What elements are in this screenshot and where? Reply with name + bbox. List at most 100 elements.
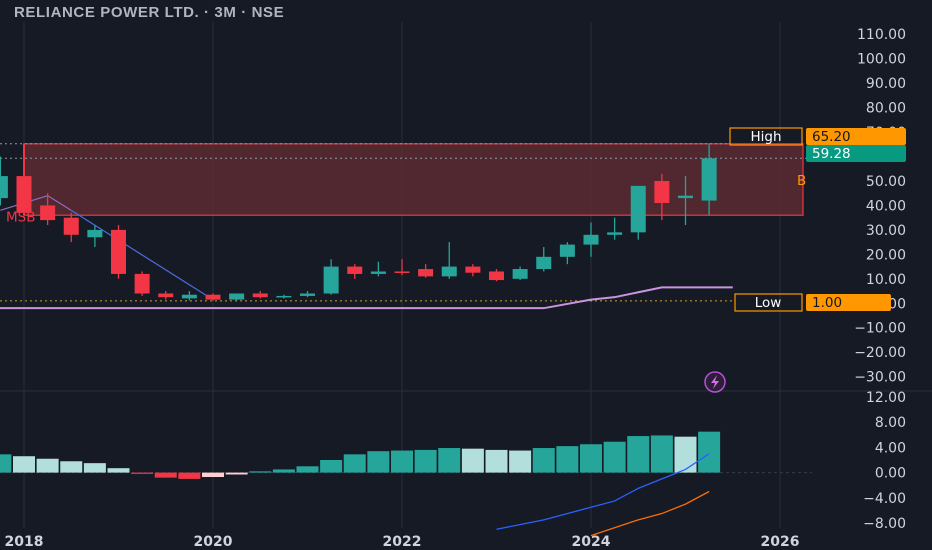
osc-bar <box>225 472 248 475</box>
y-tick-label: 100.00 <box>857 52 906 68</box>
high-label-box <box>729 127 803 146</box>
osc-bar <box>131 472 154 474</box>
candle-body <box>489 271 504 281</box>
x-tick-label: 2022 <box>383 534 422 550</box>
candle-body <box>654 180 670 203</box>
osc-y-tick-label: 12.00 <box>866 390 906 406</box>
candle-body <box>205 294 221 300</box>
candle-body <box>512 269 528 279</box>
candle-body <box>87 229 103 238</box>
low-label-box <box>734 293 803 312</box>
candle-body <box>300 293 315 296</box>
high-value: 65.20 <box>812 129 851 145</box>
marker-label: B <box>797 173 806 189</box>
y-tick-label: 20.00 <box>866 247 906 263</box>
candle-body <box>678 195 693 199</box>
candle-body <box>323 266 339 294</box>
candle-body <box>16 176 32 213</box>
candle-body <box>583 234 599 245</box>
osc-bar <box>343 454 366 473</box>
osc-bar <box>367 451 390 473</box>
osc-bar <box>509 450 532 473</box>
low-value-box <box>806 294 891 311</box>
osc-bar <box>107 468 130 473</box>
last-price-box <box>806 145 906 162</box>
osc-bar <box>13 456 35 473</box>
candle-body <box>418 269 434 277</box>
osc-line-blue <box>496 453 710 530</box>
osc-bar <box>36 458 59 473</box>
y-tick-label: −20.00 <box>854 345 906 361</box>
osc-bar <box>202 472 224 478</box>
y-tick-label: 30.00 <box>866 223 906 239</box>
candle-body <box>0 176 8 199</box>
osc-bar <box>296 466 319 473</box>
osc-y-tick-label: −4.00 <box>863 491 906 507</box>
candle-body <box>229 293 245 300</box>
candle-body <box>370 271 386 274</box>
osc-bar <box>0 454 12 473</box>
osc-bar <box>249 471 272 473</box>
osc-bar <box>556 446 579 473</box>
osc-bar <box>414 449 437 473</box>
candle-body <box>465 266 481 273</box>
x-tick-label: 2020 <box>194 534 233 550</box>
osc-bar <box>650 435 673 473</box>
osc-bar <box>603 441 626 473</box>
y-tick-label: −10.00 <box>854 321 906 337</box>
osc-y-tick-label: 4.00 <box>875 440 906 456</box>
osc-bar <box>674 436 697 473</box>
y-tick-label: 10.00 <box>866 272 906 288</box>
osc-bar <box>485 449 508 473</box>
lightning-icon <box>704 371 726 393</box>
osc-y-tick-label: 0.00 <box>875 466 906 482</box>
x-tick-label: 2024 <box>572 534 611 550</box>
osc-bar <box>178 472 201 479</box>
candle-body <box>276 295 292 298</box>
candle-body <box>394 271 410 273</box>
y-tick-label: 80.00 <box>866 101 906 117</box>
osc-bar <box>60 461 83 473</box>
candle-body <box>559 244 575 257</box>
candle-body <box>111 229 126 274</box>
x-tick-label: 2026 <box>761 534 800 550</box>
resistance-zone <box>23 143 804 216</box>
osc-y-tick-label: 8.00 <box>875 415 906 431</box>
candle-body <box>252 293 268 298</box>
low-label: Low <box>755 295 782 311</box>
osc-line-orange <box>590 490 710 537</box>
candle-body <box>181 294 197 299</box>
osc-bar <box>532 448 555 473</box>
osc-bar <box>272 469 295 473</box>
y-tick-label: −30.00 <box>854 370 906 386</box>
candle-body <box>630 185 646 233</box>
osc-bar <box>154 472 177 478</box>
chart-title: RELIANCE POWER LTD. · 3M · NSE <box>14 4 285 21</box>
high-value-box <box>806 128 906 145</box>
osc-bar <box>627 436 650 473</box>
osc-bar <box>461 448 484 473</box>
x-tick-label: 2018 <box>5 534 44 550</box>
candle-body <box>134 273 150 294</box>
candle-body <box>701 158 717 201</box>
candle-body <box>536 256 552 270</box>
osc-bar <box>320 460 343 473</box>
candle-body <box>63 217 79 235</box>
low-value: 1.00 <box>812 295 842 311</box>
osc-bar <box>438 448 461 473</box>
msb-label: MSB <box>6 210 35 226</box>
osc-bar <box>580 444 602 473</box>
last-price-value: 59.28 <box>812 146 851 162</box>
y-tick-label: 40.00 <box>866 198 906 214</box>
osc-y-tick-label: −8.00 <box>863 516 906 532</box>
y-tick-label: 90.00 <box>866 76 906 92</box>
candle-body <box>158 293 174 298</box>
osc-bar <box>83 463 106 473</box>
osc-bar <box>391 450 413 473</box>
y-tick-label: 50.00 <box>866 174 906 190</box>
candle-body <box>607 232 623 235</box>
purple-indicator-line <box>0 286 733 310</box>
candle-body <box>40 205 56 221</box>
